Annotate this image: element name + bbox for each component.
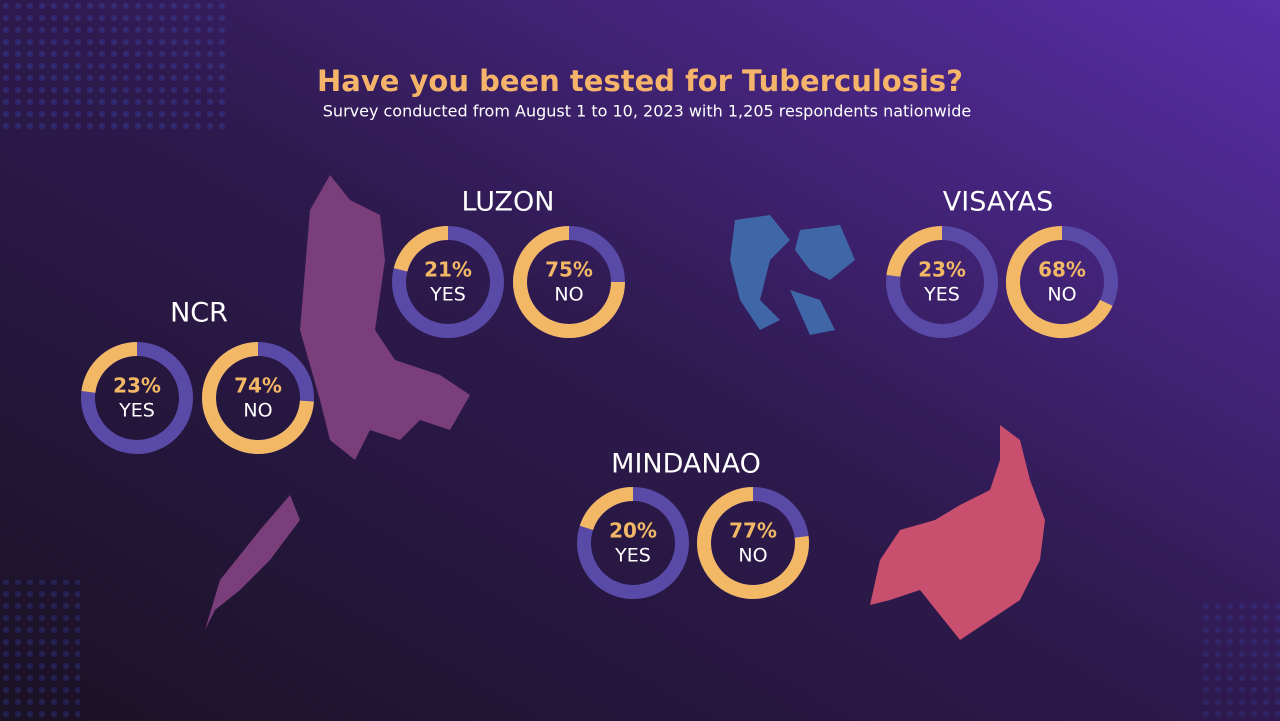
value-label: 74% (234, 374, 282, 398)
category-label: YES (118, 400, 155, 422)
region-title: LUZON (462, 187, 555, 218)
donut-arc (697, 487, 809, 599)
region-title: NCR (170, 298, 228, 329)
visayas-map (730, 215, 855, 335)
dot-pattern (1200, 600, 1280, 721)
subtitle: Survey conducted from August 1 to 10, 20… (323, 102, 971, 121)
category-label: YES (429, 284, 466, 306)
donut-arc (513, 226, 625, 338)
category-label: NO (738, 545, 767, 567)
category-label: NO (1047, 284, 1076, 306)
donut-arc (1006, 226, 1113, 338)
donut-arc (202, 342, 314, 454)
category-label: YES (614, 545, 651, 567)
category-label: NO (554, 284, 583, 306)
donut-arc (579, 487, 634, 531)
dot-pattern (0, 0, 230, 130)
value-label: 21% (424, 258, 472, 282)
category-label: NO (243, 400, 272, 422)
region-title: VISAYAS (943, 187, 1053, 218)
value-label: 77% (729, 519, 777, 543)
value-label: 75% (545, 258, 593, 282)
value-label: 23% (113, 374, 161, 398)
category-label: YES (923, 284, 960, 306)
luzon-map (205, 175, 470, 630)
donut-arc (393, 226, 449, 272)
donut-arc (81, 342, 138, 394)
donut-arc (886, 226, 943, 278)
value-label: 23% (918, 258, 966, 282)
title: Have you been tested for Tuberculosis? (317, 64, 963, 98)
value-label: 20% (609, 519, 657, 543)
mindanao-map (870, 425, 1045, 640)
dot-pattern (0, 580, 80, 721)
value-label: 68% (1038, 258, 1086, 282)
region-title: MINDANAO (611, 449, 761, 480)
